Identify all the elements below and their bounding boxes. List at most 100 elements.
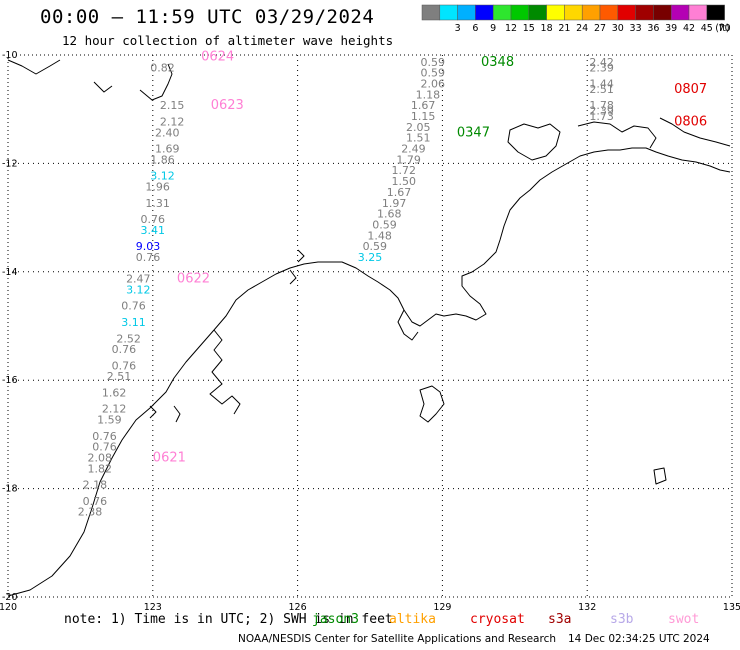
wave-height-value: 3.11 (121, 316, 146, 329)
satellite-name: jason3 (312, 612, 359, 627)
legend-swatch (635, 4, 654, 21)
legend-tick-label: 3 (455, 23, 461, 34)
legend-tick-label: 33 (630, 23, 642, 34)
wave-height-value: 1.44 (589, 78, 614, 91)
legend-tick-label: 15 (523, 23, 535, 34)
legend-tick-label: 24 (576, 23, 588, 34)
pass-time-label: 0806 (674, 114, 707, 129)
wave-height-value: 0.59 (420, 67, 445, 80)
legend-swatch (581, 4, 601, 21)
satellite-name: s3b (610, 612, 634, 627)
legend-swatch (475, 4, 494, 21)
wave-height-value: 2.40 (155, 126, 180, 139)
wave-height-value: 1.50 (392, 175, 417, 188)
wave-height-value: 2.18 (83, 479, 108, 492)
wave-height-value: 2.05 (406, 121, 431, 134)
wave-height-value: 1.82 (87, 462, 112, 475)
pass-time-label: 0347 (457, 125, 490, 140)
wave-height-value: 3.25 (358, 251, 383, 264)
wave-height-value: 1.78 (589, 99, 614, 112)
latitude-label: -14 (2, 267, 18, 278)
wave-height-value: 1.51 (406, 132, 431, 145)
legend-swatch (670, 4, 690, 21)
coastline-segment (659, 117, 731, 147)
coastline-segment (397, 309, 419, 341)
wave-height-value: 3.12 (150, 170, 175, 183)
coastline-segment (173, 405, 181, 423)
legend-swatch (439, 4, 458, 21)
satellite-name: s3a (548, 612, 572, 627)
legend-swatch (510, 4, 530, 21)
latitude-label: -10 (2, 50, 18, 61)
wave-height-value: 3.41 (141, 224, 166, 237)
wave-height-value: 1.59 (97, 414, 122, 427)
credit-text: NOAA/NESDIS Center for Satellite Applica… (238, 633, 556, 645)
coastline-segment (7, 147, 731, 597)
legend-swatch (492, 4, 512, 21)
legend-tick-label: 6 (472, 23, 478, 34)
longitude-label: 132 (578, 602, 596, 613)
axis-labels: 120 123 126 129 132 135 -10 -12 -14 -16 -18 -20 (0, 50, 740, 613)
wave-height-value: 2.39 (589, 61, 614, 74)
wave-height-value: 3.12 (126, 283, 151, 296)
legend-swatch (457, 4, 476, 21)
wave-height-value: 1.31 (145, 197, 170, 210)
legend-tick-label: 70 (719, 23, 731, 34)
wave-height-value: 0.76 (112, 343, 137, 356)
pass-time-label: 0348 (481, 55, 514, 70)
wave-height-value: 1.67 (387, 186, 412, 199)
wave-height-value: 2.51 (107, 370, 132, 383)
wave-height-value: 2.08 (87, 452, 112, 465)
wave-height-value: 2.06 (420, 78, 445, 91)
latitude-label: -18 (2, 484, 18, 495)
pass-time-label: 0807 (674, 82, 707, 97)
wave-height-value: 1.68 (377, 208, 402, 221)
latitude-label: -16 (2, 375, 18, 386)
wave-height-value: 0.59 (363, 240, 388, 253)
wave-height-value: 2.52 (116, 332, 141, 345)
wave-height-value: 1.79 (396, 153, 421, 166)
legend-tick-label: 45 (701, 23, 713, 34)
generated-timestamp: 14 Dec 02:34:25 UTC 2024 (568, 633, 710, 645)
wave-height-value: 1.15 (411, 110, 436, 123)
legend-swatch (421, 4, 441, 21)
wave-height-value: 9.03 (136, 240, 161, 253)
longitude-label: 135 (723, 602, 740, 613)
coastline-segment (507, 123, 561, 161)
lat-lon-grid (7, 54, 733, 598)
coastline-segment (577, 121, 657, 149)
wave-height-value: 1.72 (392, 164, 417, 177)
longitude-label: 129 (433, 602, 451, 613)
coastline-segment (289, 269, 297, 285)
wave-height-value: 0.76 (121, 300, 146, 313)
wave-height-value: 0.59 (420, 56, 445, 69)
wave-height-value: 1.62 (102, 386, 127, 399)
legend-swatch (528, 4, 547, 21)
latitude-label: -20 (2, 592, 18, 603)
satellite-name: swot (668, 612, 700, 627)
wave-height-value: 1.18 (416, 88, 441, 101)
wave-height-value: 2.51 (589, 83, 614, 96)
legend-swatch (653, 4, 672, 21)
legend-tick-label: 18 (541, 23, 553, 34)
wave-height-value: 0.76 (141, 213, 166, 226)
wave-height-value: 2.39 (589, 105, 614, 118)
map-title: 00:00 – 11:59 UTC 03/29/2024 (40, 6, 375, 28)
legend-tick-label: 27 (594, 23, 606, 34)
legend-swatch (617, 4, 636, 21)
wave-height-value: 0.59 (372, 218, 397, 231)
latitude-label: -12 (2, 158, 18, 169)
wave-height-value: 1.69 (155, 143, 180, 156)
legend-unit: (ft) (715, 23, 729, 34)
legend-tick-label: 9 (490, 23, 496, 34)
satellite-name: altika (389, 612, 436, 627)
wave-height-value: 1.73 (589, 110, 614, 123)
legend-swatch (688, 4, 708, 21)
wave-height-value: 1.96 (145, 181, 170, 194)
wave-height-value: 0.76 (83, 495, 108, 508)
color-legend: 3 6 9 12 15 18 21 24 27 30 33 36 39 42 45 70(ft) (421, 4, 731, 34)
wave-height-value: 2.49 (401, 143, 426, 156)
legend-tick-label: 21 (558, 23, 570, 34)
wave-height-observations: 0.590.592.061.181.671.152.051.512.491.79… (78, 56, 614, 519)
